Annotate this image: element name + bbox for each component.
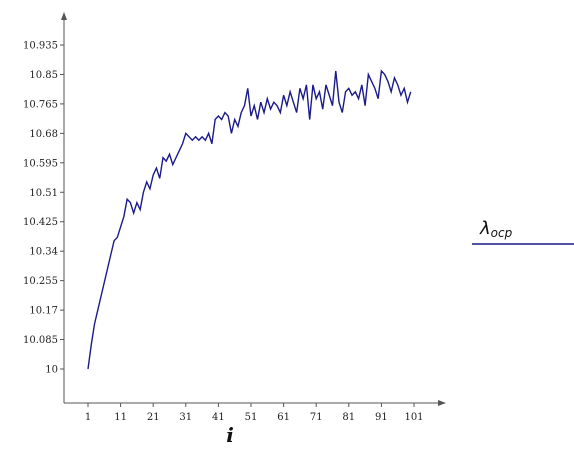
legend-label-sub: ocp <box>491 226 513 240</box>
x-axis-arrow <box>438 400 446 406</box>
y-axis-arrow <box>61 12 67 20</box>
legend-label: λocp <box>479 218 513 240</box>
y-tick-label: 10.935 <box>23 41 58 52</box>
y-axis-ticks: 10 10.085 10.17 10.255 10.34 10.425 10.51 10.59… <box>23 41 64 376</box>
y-tick-label: 10.255 <box>23 276 58 287</box>
x-tick-label: 61 <box>277 412 290 423</box>
y-tick-label: 10.595 <box>23 158 58 169</box>
series-line-0 <box>87 69 412 370</box>
y-tick-label: 10.17 <box>29 306 58 317</box>
y-tick-label: 10.34 <box>29 247 58 258</box>
y-tick-label: 10.425 <box>23 217 58 228</box>
x-tick-label: 91 <box>375 412 388 423</box>
x-tick-label: 11 <box>114 412 127 423</box>
y-tick-label: 10.85 <box>29 70 58 81</box>
y-tick-label: 10 <box>45 365 58 376</box>
y-tick-label: 10.51 <box>29 188 58 199</box>
x-tick-label: 41 <box>212 412 225 423</box>
x-tick-label: 1 <box>85 412 91 423</box>
x-axis-label: i <box>226 423 234 447</box>
y-tick-label: 10.68 <box>29 129 58 140</box>
x-axis-ticks: 1 11 21 31 41 51 61 71 81 91 101 <box>85 403 424 423</box>
series-group <box>87 69 412 370</box>
x-tick-label: 81 <box>342 412 355 423</box>
x-tick-label: 71 <box>310 412 323 423</box>
x-tick-label: 51 <box>245 412 258 423</box>
y-tick-label: 10.085 <box>23 335 58 346</box>
legend-label-main: λ <box>479 218 491 239</box>
axes <box>61 12 446 406</box>
x-tick-label: 31 <box>179 412 192 423</box>
legend: λocp <box>472 218 574 245</box>
x-tick-label: 21 <box>147 412 160 423</box>
y-tick-label: 10.765 <box>23 99 58 110</box>
x-tick-label: 101 <box>404 412 423 423</box>
